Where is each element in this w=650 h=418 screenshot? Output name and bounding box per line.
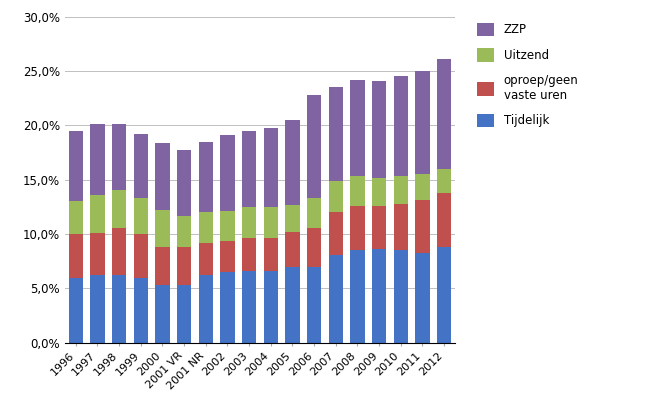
- Bar: [112, 227, 126, 275]
- Bar: [437, 59, 451, 169]
- Bar: [134, 234, 148, 278]
- Bar: [155, 210, 170, 247]
- Bar: [242, 207, 256, 238]
- Bar: [415, 200, 430, 252]
- Bar: [69, 201, 83, 234]
- Bar: [329, 181, 343, 212]
- Bar: [69, 234, 83, 278]
- Legend: ZZP, Uitzend, oproep/geen
vaste uren, Tijdelijk: ZZP, Uitzend, oproep/geen vaste uren, Ti…: [476, 23, 578, 127]
- Bar: [155, 285, 170, 343]
- Bar: [177, 247, 191, 285]
- Bar: [242, 131, 256, 207]
- Bar: [285, 267, 300, 343]
- Bar: [69, 278, 83, 343]
- Bar: [134, 134, 148, 198]
- Bar: [307, 198, 321, 227]
- Bar: [199, 243, 213, 275]
- Bar: [199, 212, 213, 243]
- Bar: [199, 275, 213, 343]
- Bar: [242, 238, 256, 271]
- Bar: [177, 150, 191, 216]
- Bar: [329, 212, 343, 255]
- Bar: [155, 247, 170, 285]
- Bar: [177, 285, 191, 343]
- Bar: [242, 271, 256, 343]
- Bar: [90, 275, 105, 343]
- Bar: [220, 241, 235, 272]
- Bar: [285, 120, 300, 205]
- Bar: [437, 247, 451, 343]
- Bar: [69, 131, 83, 201]
- Bar: [134, 278, 148, 343]
- Bar: [437, 193, 451, 247]
- Bar: [264, 271, 278, 343]
- Bar: [285, 232, 300, 267]
- Bar: [220, 211, 235, 241]
- Bar: [437, 169, 451, 193]
- Bar: [394, 250, 408, 343]
- Bar: [112, 124, 126, 189]
- Bar: [372, 178, 386, 206]
- Bar: [350, 80, 365, 176]
- Bar: [415, 252, 430, 343]
- Bar: [372, 206, 386, 249]
- Bar: [307, 95, 321, 198]
- Bar: [155, 143, 170, 210]
- Bar: [329, 87, 343, 181]
- Bar: [220, 272, 235, 343]
- Bar: [394, 204, 408, 250]
- Bar: [350, 176, 365, 206]
- Bar: [329, 255, 343, 343]
- Bar: [285, 205, 300, 232]
- Bar: [350, 250, 365, 343]
- Bar: [415, 71, 430, 174]
- Bar: [264, 207, 278, 238]
- Bar: [307, 267, 321, 343]
- Bar: [112, 189, 126, 227]
- Bar: [394, 176, 408, 204]
- Bar: [90, 233, 105, 275]
- Bar: [307, 227, 321, 267]
- Bar: [112, 275, 126, 343]
- Bar: [264, 238, 278, 271]
- Bar: [264, 127, 278, 207]
- Bar: [372, 249, 386, 343]
- Bar: [415, 174, 430, 200]
- Bar: [199, 142, 213, 212]
- Bar: [372, 81, 386, 178]
- Bar: [134, 198, 148, 234]
- Bar: [220, 135, 235, 211]
- Bar: [177, 216, 191, 247]
- Bar: [350, 206, 365, 250]
- Bar: [90, 195, 105, 233]
- Bar: [90, 124, 105, 195]
- Bar: [394, 76, 408, 176]
